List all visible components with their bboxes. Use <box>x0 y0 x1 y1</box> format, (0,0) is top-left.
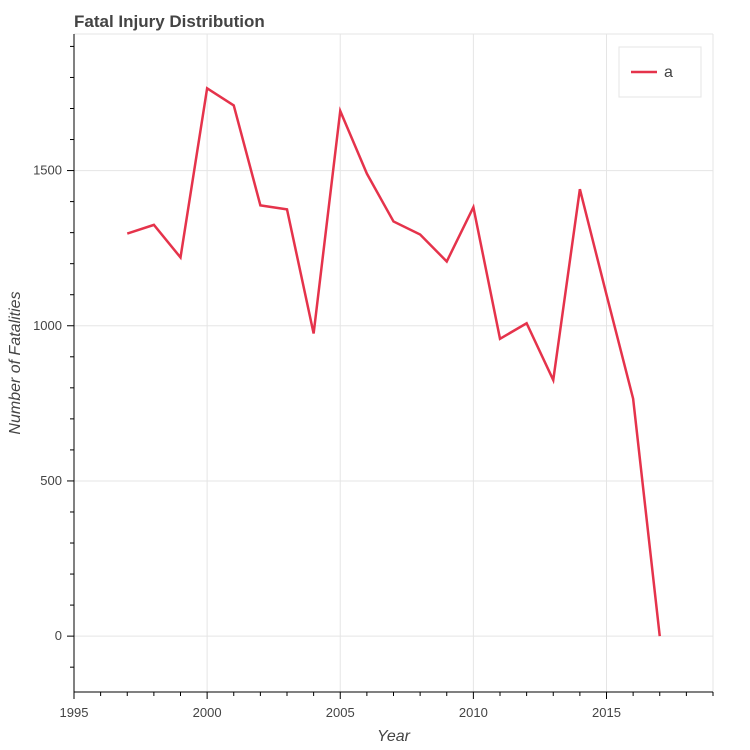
y-tick-label: 1500 <box>33 163 62 178</box>
legend-label: a <box>664 64 673 81</box>
x-tick-label: 2005 <box>326 705 355 720</box>
series-line-a <box>126 86 661 637</box>
chart-title: Fatal Injury Distribution <box>74 12 265 31</box>
grid <box>74 33 714 692</box>
x-tick-label: 2000 <box>193 705 222 720</box>
axes <box>73 34 713 693</box>
x-tick-label: 2010 <box>459 705 488 720</box>
y-axis-label: Number of Fatalities <box>7 291 24 434</box>
x-tick-label: 2015 <box>592 705 621 720</box>
y-tick-label: 1000 <box>33 318 62 333</box>
x-axis-label: Year <box>377 728 411 745</box>
x-tick-label: 1995 <box>60 705 89 720</box>
legend: a <box>618 46 702 98</box>
y-tick-label: 0 <box>55 628 62 643</box>
y-tick-label: 500 <box>40 473 62 488</box>
series-layer <box>126 86 661 637</box>
ticks: 1995 2000 2005 2010 2015 0 500 1000 1500 <box>33 45 714 720</box>
